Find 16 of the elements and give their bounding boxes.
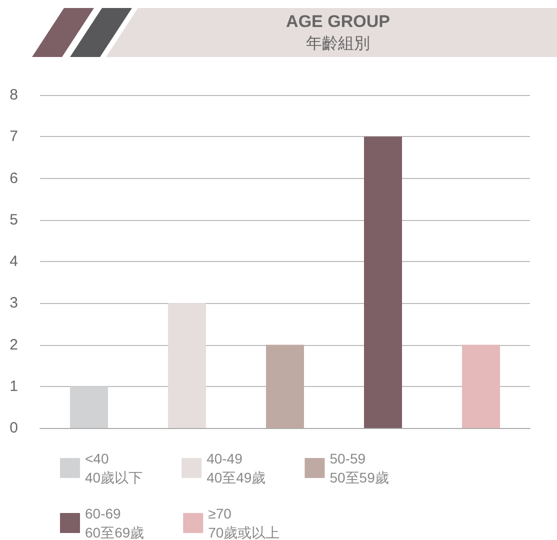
chart-title: AGE GROUP — [286, 12, 390, 31]
legend-label: 50-59 50至59歲 — [330, 450, 389, 486]
y-tick-label: 8 — [10, 86, 18, 104]
legend-label: 40-49 40至49歲 — [206, 450, 266, 486]
y-tick-label: 0 — [10, 420, 18, 436]
y-tick-label: 1 — [10, 378, 18, 395]
legend-label: 60-69 60至69歲 — [85, 506, 144, 540]
y-tick-label: 3 — [10, 294, 18, 312]
legend-label: <40 40歲以下 — [85, 450, 143, 486]
y-tick-label: 2 — [10, 336, 18, 354]
chart-subtitle: 年齡組別 — [306, 36, 370, 52]
y-tick-label: 4 — [10, 253, 18, 270]
y-tick-label: 6 — [10, 170, 18, 187]
y-tick-label: 5 — [10, 211, 18, 228]
y-tick-label: 7 — [10, 128, 18, 146]
legend-label: ≥70 70歲或以上 — [208, 506, 280, 540]
